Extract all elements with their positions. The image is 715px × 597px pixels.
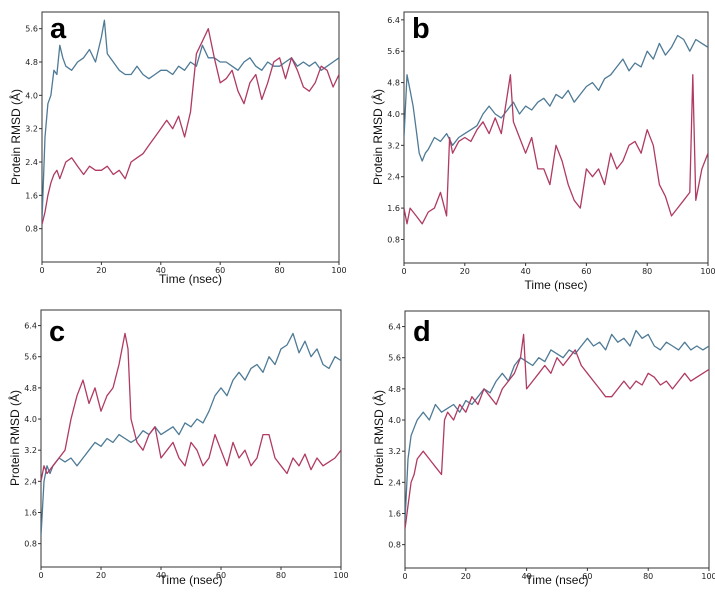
y-tick-label: 5.6 (388, 354, 401, 363)
series-line-red (41, 332, 341, 482)
y-tick-label: 2.4 (387, 173, 400, 182)
y-axis-label: Protein RMSD (Å) (370, 89, 385, 185)
x-tick-label: 80 (275, 266, 285, 275)
x-axis-label: Time (nsec) (525, 278, 588, 292)
x-tick-label: 60 (582, 572, 592, 581)
x-axis-label: Time (nsec) (160, 573, 223, 587)
plot-frame (40, 309, 342, 568)
y-tick-label: 6.4 (388, 323, 401, 332)
y-tick-label: 4.0 (387, 110, 400, 119)
x-tick-label: 40 (522, 572, 532, 581)
y-tick-label: 1.6 (387, 204, 400, 213)
y-tick-label: 2.4 (25, 158, 38, 167)
x-tick-label: 60 (581, 267, 591, 276)
x-tick-label: 0 (38, 571, 43, 580)
y-tick-label: 4.8 (25, 58, 38, 67)
x-tick-label: 20 (96, 571, 106, 580)
y-tick-label: 2.4 (388, 478, 401, 487)
x-tick-label: 60 (216, 571, 226, 580)
y-axis-label: Protein RMSD (Å) (371, 390, 386, 486)
y-tick-label: 5.6 (25, 25, 38, 34)
plot-frame (41, 11, 340, 263)
y-tick-label: 4.8 (24, 384, 37, 393)
x-tick-label: 100 (701, 572, 715, 581)
x-tick-label: 40 (521, 267, 531, 276)
x-tick-label: 0 (39, 266, 44, 275)
y-tick-label: 4.8 (387, 79, 400, 88)
x-tick-label: 0 (402, 572, 407, 581)
y-tick-label: 2.4 (24, 477, 37, 486)
panel-letter: d (413, 316, 431, 348)
chart-panel-a: 0 20 40 60 80 100 0.8 1.6 2.4 3.2 4.0 4.8 5.6 Time (n… (8, 11, 347, 286)
chart-panel-b: 0 20 40 60 80 100 0.8 1.6 2.4 3.2 4.0 4.8 5.6 6.4 Time… (370, 11, 715, 292)
x-tick-label: 80 (643, 572, 653, 581)
panel-letter: b (412, 13, 430, 45)
y-tick-label: 1.6 (25, 191, 38, 200)
y-tick-label: 0.8 (388, 541, 401, 550)
y-tick-label: 5.6 (24, 353, 37, 362)
x-tick-label: 60 (215, 266, 225, 275)
series-line-blue (42, 19, 339, 221)
x-tick-label: 20 (461, 572, 471, 581)
series-line-blue (404, 34, 708, 162)
y-tick-label: 6.4 (24, 322, 37, 331)
y-tick-label: 4.0 (25, 91, 38, 100)
plot-frame (404, 310, 710, 569)
panel-letter: c (49, 316, 65, 348)
series-line-red (405, 333, 709, 530)
y-tick-label: 1.6 (388, 509, 401, 518)
x-tick-label: 80 (642, 267, 652, 276)
x-tick-label: 0 (401, 267, 406, 276)
y-tick-label: 4.8 (388, 385, 401, 394)
series-line-red (404, 74, 708, 225)
x-tick-label: 20 (460, 267, 470, 276)
y-tick-label: 0.8 (387, 235, 400, 244)
x-tick-label: 100 (700, 267, 715, 276)
y-tick-label: 1.6 (24, 508, 37, 517)
x-tick-label: 40 (156, 266, 166, 275)
x-axis-label: Time (nsec) (159, 272, 222, 286)
y-tick-label: 4.0 (24, 415, 37, 424)
series-line-blue (405, 329, 709, 522)
y-tick-label: 6.4 (387, 16, 400, 25)
y-axis-label: Protein RMSD (Å) (7, 390, 22, 486)
chart-panel-c: 0 20 40 60 80 100 0.8 1.6 2.4 3.2 4.0 4.8 5.6 6.4 Time… (7, 309, 349, 587)
x-tick-label: 100 (333, 571, 348, 580)
series-line-blue (41, 332, 341, 536)
chart-panel-d: 0 20 40 60 80 100 0.8 1.6 2.4 3.2 4.0 4.8 5.6 6.4 Time… (371, 310, 715, 587)
panel-letter: a (50, 13, 67, 45)
y-tick-label: 5.6 (387, 47, 400, 56)
y-tick-label: 3.2 (24, 446, 37, 455)
y-tick-label: 0.8 (25, 225, 38, 234)
x-tick-label: 40 (156, 571, 166, 580)
series-line-red (42, 28, 339, 225)
y-tick-label: 3.2 (388, 447, 401, 456)
y-tick-label: 4.0 (388, 416, 401, 425)
y-tick-label: 3.2 (25, 125, 38, 134)
x-axis-label: Time (nsec) (526, 573, 589, 587)
x-tick-label: 20 (96, 266, 106, 275)
y-tick-label: 3.2 (387, 141, 400, 150)
x-tick-label: 100 (331, 266, 346, 275)
x-tick-label: 80 (276, 571, 286, 580)
y-axis-label: Protein RMSD (Å) (8, 89, 23, 185)
y-tick-label: 0.8 (24, 540, 37, 549)
